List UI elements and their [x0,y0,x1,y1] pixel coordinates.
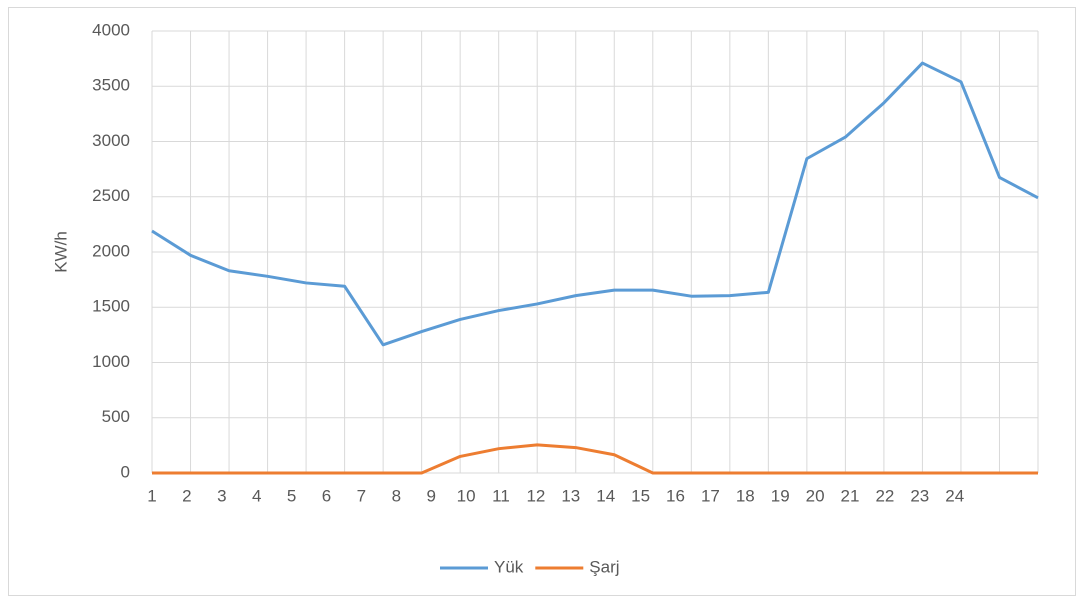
x-tick-label: 7 [357,486,366,505]
y-tick-label: 3000 [92,131,130,150]
x-tick-label: 15 [631,486,650,505]
x-tick-label: 20 [806,486,825,505]
series-line [152,443,1038,475]
legend-label: Yük [494,557,524,576]
y-tick-label: 3500 [92,76,130,95]
y-tick-label: 4000 [92,20,130,39]
y-tick-label: 2000 [92,241,130,260]
x-tick-label: 14 [596,486,615,505]
x-tick-label: 2 [182,486,191,505]
y-tick-label: 1500 [92,297,130,316]
x-tick-label: 9 [426,486,435,505]
x-tick-label: 21 [841,486,860,505]
x-tick-label: 24 [945,486,964,505]
y-tick-label: 2500 [92,186,130,205]
x-tick-label: 1 [147,486,156,505]
legend-label: Şarj [589,557,619,576]
y-axis-label: KW/h [51,231,70,273]
x-tick-label: 4 [252,486,261,505]
series-line [151,61,1039,347]
x-tick-label: 19 [771,486,790,505]
x-tick-label: 12 [526,486,545,505]
x-tick-label: 10 [457,486,476,505]
y-tick-label: 0 [121,462,130,481]
x-tick-label: 16 [666,486,685,505]
x-tick-label: 17 [701,486,720,505]
x-tick-label: 13 [561,486,580,505]
x-tick-label: 8 [392,486,401,505]
x-tick-label: 18 [736,486,755,505]
x-tick-label: 6 [322,486,331,505]
x-tick-label: 3 [217,486,226,505]
x-tick-label: 5 [287,486,296,505]
y-tick-label: 500 [102,407,130,426]
y-tick-label: 1000 [92,352,130,371]
x-tick-label: 23 [910,486,929,505]
x-tick-label: 11 [492,486,510,505]
x-tick-label: 22 [875,486,894,505]
